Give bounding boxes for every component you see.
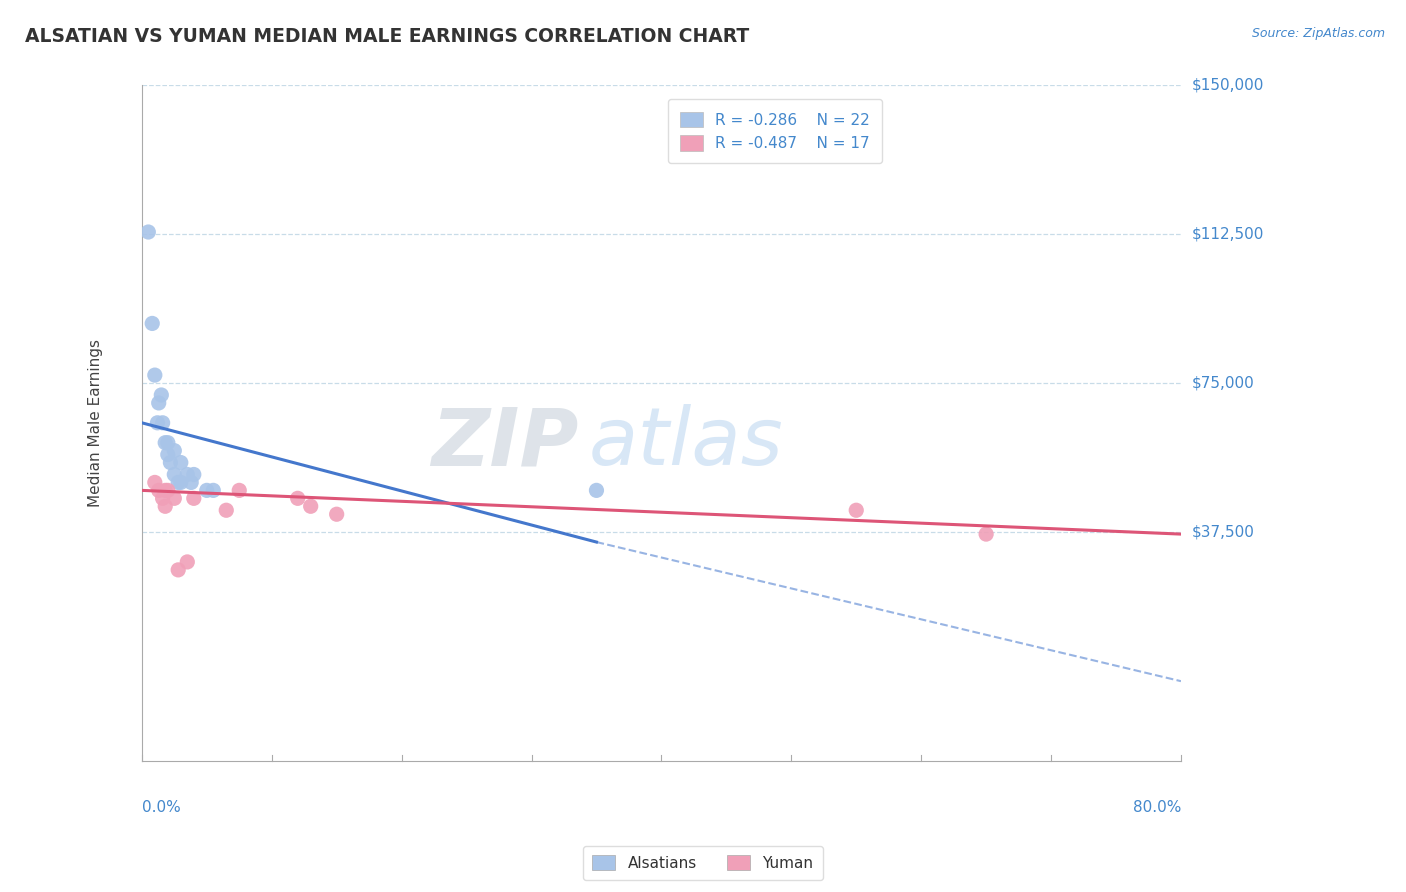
Point: [163, 467, 186, 482]
Point: [148, 483, 170, 498]
Point: [170, 456, 193, 470]
Point: [183, 491, 205, 506]
Point: [202, 483, 225, 498]
Text: $37,500: $37,500: [1192, 524, 1256, 540]
Point: [155, 435, 177, 450]
Text: Source: ZipAtlas.com: Source: ZipAtlas.com: [1251, 27, 1385, 40]
Text: 0.0%: 0.0%: [142, 799, 180, 814]
Point: [148, 396, 170, 410]
Point: [156, 435, 179, 450]
Point: [163, 443, 186, 458]
Point: [143, 475, 166, 490]
Point: [176, 467, 198, 482]
Text: ZIP: ZIP: [430, 404, 578, 482]
Point: [325, 507, 347, 521]
Point: [136, 225, 159, 239]
Legend: R = -0.286    N = 22, R = -0.487    N = 17: R = -0.286 N = 22, R = -0.487 N = 17: [668, 99, 883, 163]
Point: [167, 563, 190, 577]
Point: [143, 368, 166, 383]
Point: [141, 317, 163, 331]
Text: ALSATIAN VS YUMAN MEDIAN MALE EARNINGS CORRELATION CHART: ALSATIAN VS YUMAN MEDIAN MALE EARNINGS C…: [25, 27, 749, 45]
Point: [195, 483, 218, 498]
Point: [155, 483, 177, 498]
Point: [176, 555, 198, 569]
Point: [156, 483, 179, 498]
Point: [159, 456, 181, 470]
Point: [299, 500, 322, 514]
Point: [163, 491, 186, 506]
Legend: Alsatians, Yuman: Alsatians, Yuman: [583, 846, 823, 880]
Point: [228, 483, 250, 498]
Point: [180, 475, 202, 490]
Text: $75,000: $75,000: [1192, 376, 1254, 391]
Point: [156, 448, 179, 462]
Point: [287, 491, 309, 506]
Text: Median Male Earnings: Median Male Earnings: [87, 339, 103, 507]
Point: [167, 475, 190, 490]
Text: $112,500: $112,500: [1192, 227, 1264, 242]
Point: [146, 416, 169, 430]
Point: [585, 483, 607, 498]
Point: [170, 475, 193, 490]
Point: [974, 527, 997, 541]
Point: [155, 500, 177, 514]
Text: $150,000: $150,000: [1192, 78, 1264, 93]
Point: [150, 388, 173, 402]
Point: [152, 416, 174, 430]
Point: [845, 503, 868, 517]
Point: [183, 467, 205, 482]
Text: 80.0%: 80.0%: [1133, 799, 1181, 814]
Point: [215, 503, 238, 517]
Point: [152, 491, 174, 506]
Text: atlas: atlas: [589, 404, 783, 482]
